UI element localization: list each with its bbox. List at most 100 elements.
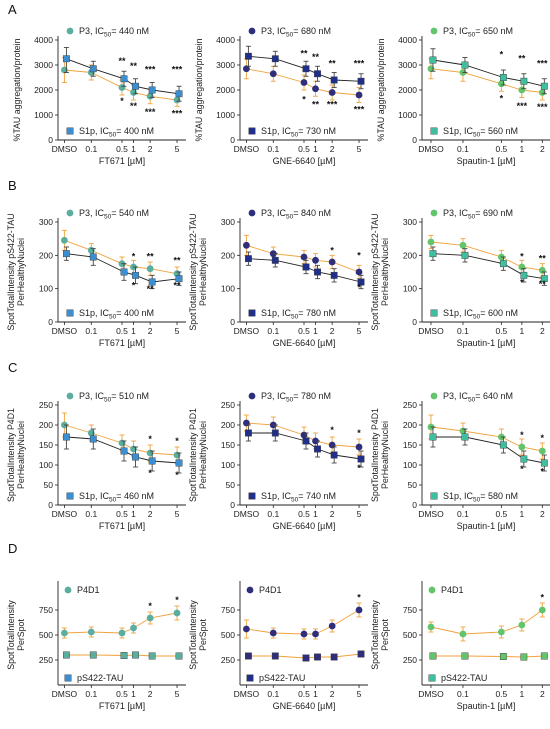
significance-marker: ** bbox=[118, 56, 126, 66]
data-point-s1p bbox=[429, 433, 437, 441]
data-point-s1p bbox=[244, 429, 252, 437]
y-tick-label: 300 bbox=[221, 217, 235, 227]
x-tick-label: 1 bbox=[519, 144, 524, 154]
x-tick-label: 5 bbox=[175, 689, 180, 699]
data-point-p4d1 bbox=[130, 624, 137, 632]
x-tick-label: DMSO bbox=[52, 144, 78, 154]
data-point-ps422-tau bbox=[244, 652, 252, 660]
data-point-s1p bbox=[314, 70, 321, 78]
significance-marker: * bbox=[148, 468, 152, 478]
significance-marker: * bbox=[175, 436, 179, 446]
data-point-ps422-tau bbox=[461, 652, 469, 660]
x-tick-label: 2 bbox=[148, 326, 153, 336]
y-axis-label: PerSpot bbox=[16, 619, 26, 651]
data-point-p3 bbox=[355, 443, 363, 451]
plot-c-3: 0 50 100 150 200 250 DMSO 0.1 0.5 1 2 Spautin-1 [µM… bbox=[370, 391, 550, 531]
x-tick-label: DMSO bbox=[52, 509, 78, 519]
data-point-p4d1 bbox=[61, 629, 68, 637]
plot-c-1: 0 50 100 150 200 250 DMSO 0.1 0.5 1 2 5 FT671 [µM] Sp… bbox=[6, 391, 186, 531]
y-tick-label: 750 bbox=[403, 605, 417, 615]
y-axis-label: PerHealthyNuclei bbox=[198, 421, 208, 489]
y-tick-label: 1000 bbox=[34, 110, 53, 120]
data-point-s1p bbox=[148, 86, 156, 94]
y-tick-label: 100 bbox=[403, 460, 417, 470]
y-tick-label: 4000 bbox=[34, 35, 53, 45]
data-point-p3 bbox=[61, 236, 68, 244]
data-point-s1p bbox=[244, 52, 252, 60]
x-tick-label: 5 bbox=[357, 689, 362, 699]
data-point-ps422-tau bbox=[63, 651, 70, 659]
data-point-p3 bbox=[300, 79, 308, 86]
data-point-s1p bbox=[89, 253, 97, 261]
data-point-p4d1 bbox=[269, 629, 277, 637]
y-tick-label: 100 bbox=[39, 284, 53, 294]
x-axis-label: GNE-6640 [µM] bbox=[273, 701, 336, 711]
x-tick-label: 0.1 bbox=[457, 689, 469, 699]
significance-marker: *** bbox=[145, 107, 156, 117]
x-tick-label: DMSO bbox=[418, 689, 444, 699]
x-tick-label: 1 bbox=[131, 326, 136, 336]
x-tick-label: 0.5 bbox=[298, 509, 310, 519]
y-tick-label: 1000 bbox=[216, 110, 235, 120]
data-point-ps422-tau bbox=[302, 654, 310, 662]
y-axis-label: SpotTotalIntensity pS422-TAU bbox=[188, 213, 198, 330]
data-point-s1p bbox=[461, 433, 469, 441]
x-tick-label: 0.5 bbox=[495, 144, 507, 154]
y-axis-label: SpotTotalIntensity bbox=[370, 600, 380, 670]
legend-label: S1p, IC50= 780 nM bbox=[261, 308, 336, 321]
data-point-p3 bbox=[243, 241, 250, 249]
y-tick-label: 4000 bbox=[216, 35, 235, 45]
y-tick-label: 50 bbox=[44, 480, 54, 490]
data-point-s1p bbox=[302, 263, 310, 271]
plot-c-2: 0 50 100 150 200 250 DMSO 0.1 0.5 1 2 5 GNE-6640 [µM… bbox=[188, 391, 368, 531]
legend-marker bbox=[66, 392, 74, 400]
significance-marker: ** bbox=[300, 48, 308, 58]
x-tick-label: 1 bbox=[519, 326, 524, 336]
y-tick-label: 500 bbox=[221, 630, 235, 640]
x-tick-label: 2 bbox=[330, 326, 335, 336]
legend-marker bbox=[246, 674, 254, 682]
data-point-s1p bbox=[314, 445, 321, 453]
y-tick-label: 200 bbox=[39, 420, 53, 430]
legend-marker bbox=[430, 492, 438, 500]
x-tick-label: 5 bbox=[357, 144, 362, 154]
series-line-p3 bbox=[64, 239, 178, 275]
legend-label: P4D1 bbox=[441, 585, 464, 595]
y-tick-label: 0 bbox=[412, 500, 417, 510]
data-point-p3 bbox=[300, 253, 308, 261]
legend-label: S1p, IC50= 600 nM bbox=[443, 308, 518, 321]
significance-marker: ** bbox=[539, 279, 547, 289]
data-point-ps422-tau bbox=[120, 652, 128, 659]
x-tick-label: 1 bbox=[313, 509, 318, 519]
legend-marker bbox=[248, 27, 256, 35]
legend-label: S1p, IC50= 460 nM bbox=[79, 491, 154, 504]
legend-label: S1p, IC50= 580 nM bbox=[443, 491, 518, 504]
y-axis-label: PerHealthyNuclei bbox=[198, 238, 208, 306]
x-axis-label: FT671 [µM] bbox=[99, 521, 145, 531]
significance-marker: * bbox=[541, 467, 545, 477]
x-tick-label: DMSO bbox=[234, 689, 260, 699]
series-line-s1p bbox=[248, 55, 362, 82]
x-tick-label: 2 bbox=[540, 326, 545, 336]
data-point-p4d1 bbox=[87, 628, 95, 636]
data-point-s1p bbox=[175, 90, 183, 98]
y-axis-label: SpotTotalIntensity pS422-TAU bbox=[6, 213, 16, 330]
data-point-s1p bbox=[132, 453, 139, 461]
y-axis-label: SpotTotalIntensity P4D1 bbox=[6, 408, 16, 502]
series-line-s1p bbox=[248, 258, 362, 283]
data-point-p3 bbox=[427, 238, 435, 246]
significance-marker: * bbox=[541, 593, 545, 603]
y-tick-label: 2000 bbox=[398, 85, 417, 95]
data-point-p4d1 bbox=[173, 609, 181, 617]
significance-marker: *** bbox=[172, 65, 183, 75]
y-axis-label: PerHealthyNuclei bbox=[380, 421, 390, 489]
panel-letter-a: A bbox=[8, 2, 17, 17]
data-point-p3 bbox=[269, 70, 277, 78]
significance-marker: * bbox=[120, 96, 124, 106]
data-point-s1p bbox=[63, 55, 70, 63]
legend-label: P3, IC50= 650 nM bbox=[443, 26, 513, 39]
significance-marker: * bbox=[132, 281, 136, 291]
x-tick-label: DMSO bbox=[52, 689, 78, 699]
x-tick-label: 0.5 bbox=[116, 144, 128, 154]
legend-label: P3, IC50= 780 nM bbox=[261, 391, 331, 404]
